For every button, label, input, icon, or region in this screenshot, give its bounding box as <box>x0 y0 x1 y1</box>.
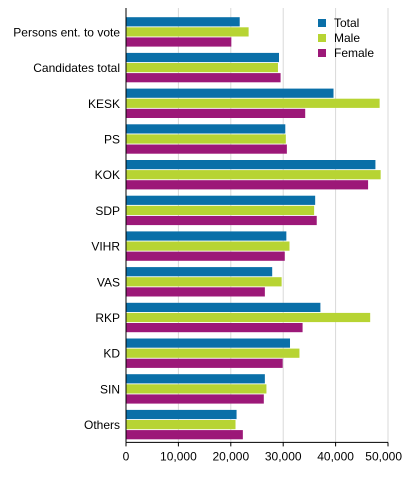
bar-female-1 <box>126 73 281 83</box>
bar-total-0 <box>126 17 240 27</box>
bar-total-9 <box>126 338 291 348</box>
bar-male-3 <box>126 134 286 144</box>
category-label: KD <box>103 347 120 361</box>
bar-total-7 <box>126 267 273 277</box>
x-tick-label: 30,000 <box>265 449 302 463</box>
x-tick-label: 0 <box>123 449 130 463</box>
bar-male-1 <box>126 63 278 73</box>
bar-total-4 <box>126 160 376 170</box>
category-label: VAS <box>97 275 120 289</box>
category-label: KESK <box>88 97 120 111</box>
category-label: PS <box>104 132 120 146</box>
bar-total-10 <box>126 374 265 384</box>
bar-female-11 <box>126 430 243 440</box>
bar-male-6 <box>126 241 290 251</box>
bars <box>126 17 381 440</box>
category-label: KOK <box>95 168 120 182</box>
bar-male-5 <box>126 205 315 215</box>
bar-male-4 <box>126 170 381 180</box>
legend-swatch-male <box>318 34 326 42</box>
bar-female-6 <box>126 251 285 261</box>
bar-male-7 <box>126 277 282 287</box>
x-tick-label: 20,000 <box>212 449 249 463</box>
bar-total-2 <box>126 88 334 98</box>
legend-swatch-total <box>318 19 326 27</box>
legend-label-male: Male <box>334 31 360 45</box>
axes: Persons ent. to vote Candidates total KESK… <box>13 8 402 463</box>
legend-label-total: Total <box>334 16 359 30</box>
legend-swatch-female <box>318 49 326 57</box>
category-label: SDP <box>95 204 120 218</box>
category-label: Persons ent. to vote <box>13 25 120 39</box>
bar-female-2 <box>126 108 306 118</box>
bar-female-0 <box>126 37 232 47</box>
bar-total-11 <box>126 409 237 420</box>
bar-male-8 <box>126 312 371 323</box>
category-label: VIHR <box>91 240 120 254</box>
category-label: SIN <box>100 382 120 396</box>
bar-total-3 <box>126 124 286 134</box>
bar-total-1 <box>126 52 280 63</box>
legend-label-female: Female <box>334 46 374 60</box>
bar-male-11 <box>126 420 236 430</box>
bar-total-5 <box>126 195 316 205</box>
x-tick-label: 50,000 <box>365 449 402 463</box>
bar-total-6 <box>126 231 287 241</box>
bar-male-2 <box>126 98 380 108</box>
bar-female-7 <box>126 287 265 297</box>
bar-female-10 <box>126 394 264 404</box>
category-label: RKP <box>95 311 120 325</box>
category-label: Candidates total <box>33 61 120 75</box>
bar-female-3 <box>126 144 287 154</box>
bar-female-4 <box>126 180 369 190</box>
bar-male-0 <box>126 27 249 37</box>
bar-female-5 <box>126 215 317 226</box>
x-tick-label: 10,000 <box>160 449 197 463</box>
bar-male-9 <box>126 348 300 358</box>
x-tick-label: 40,000 <box>317 449 354 463</box>
bar-female-8 <box>126 323 303 333</box>
bar-total-8 <box>126 302 321 312</box>
category-label: Others <box>84 418 120 432</box>
bar-female-9 <box>126 358 283 368</box>
bar-male-10 <box>126 384 267 394</box>
